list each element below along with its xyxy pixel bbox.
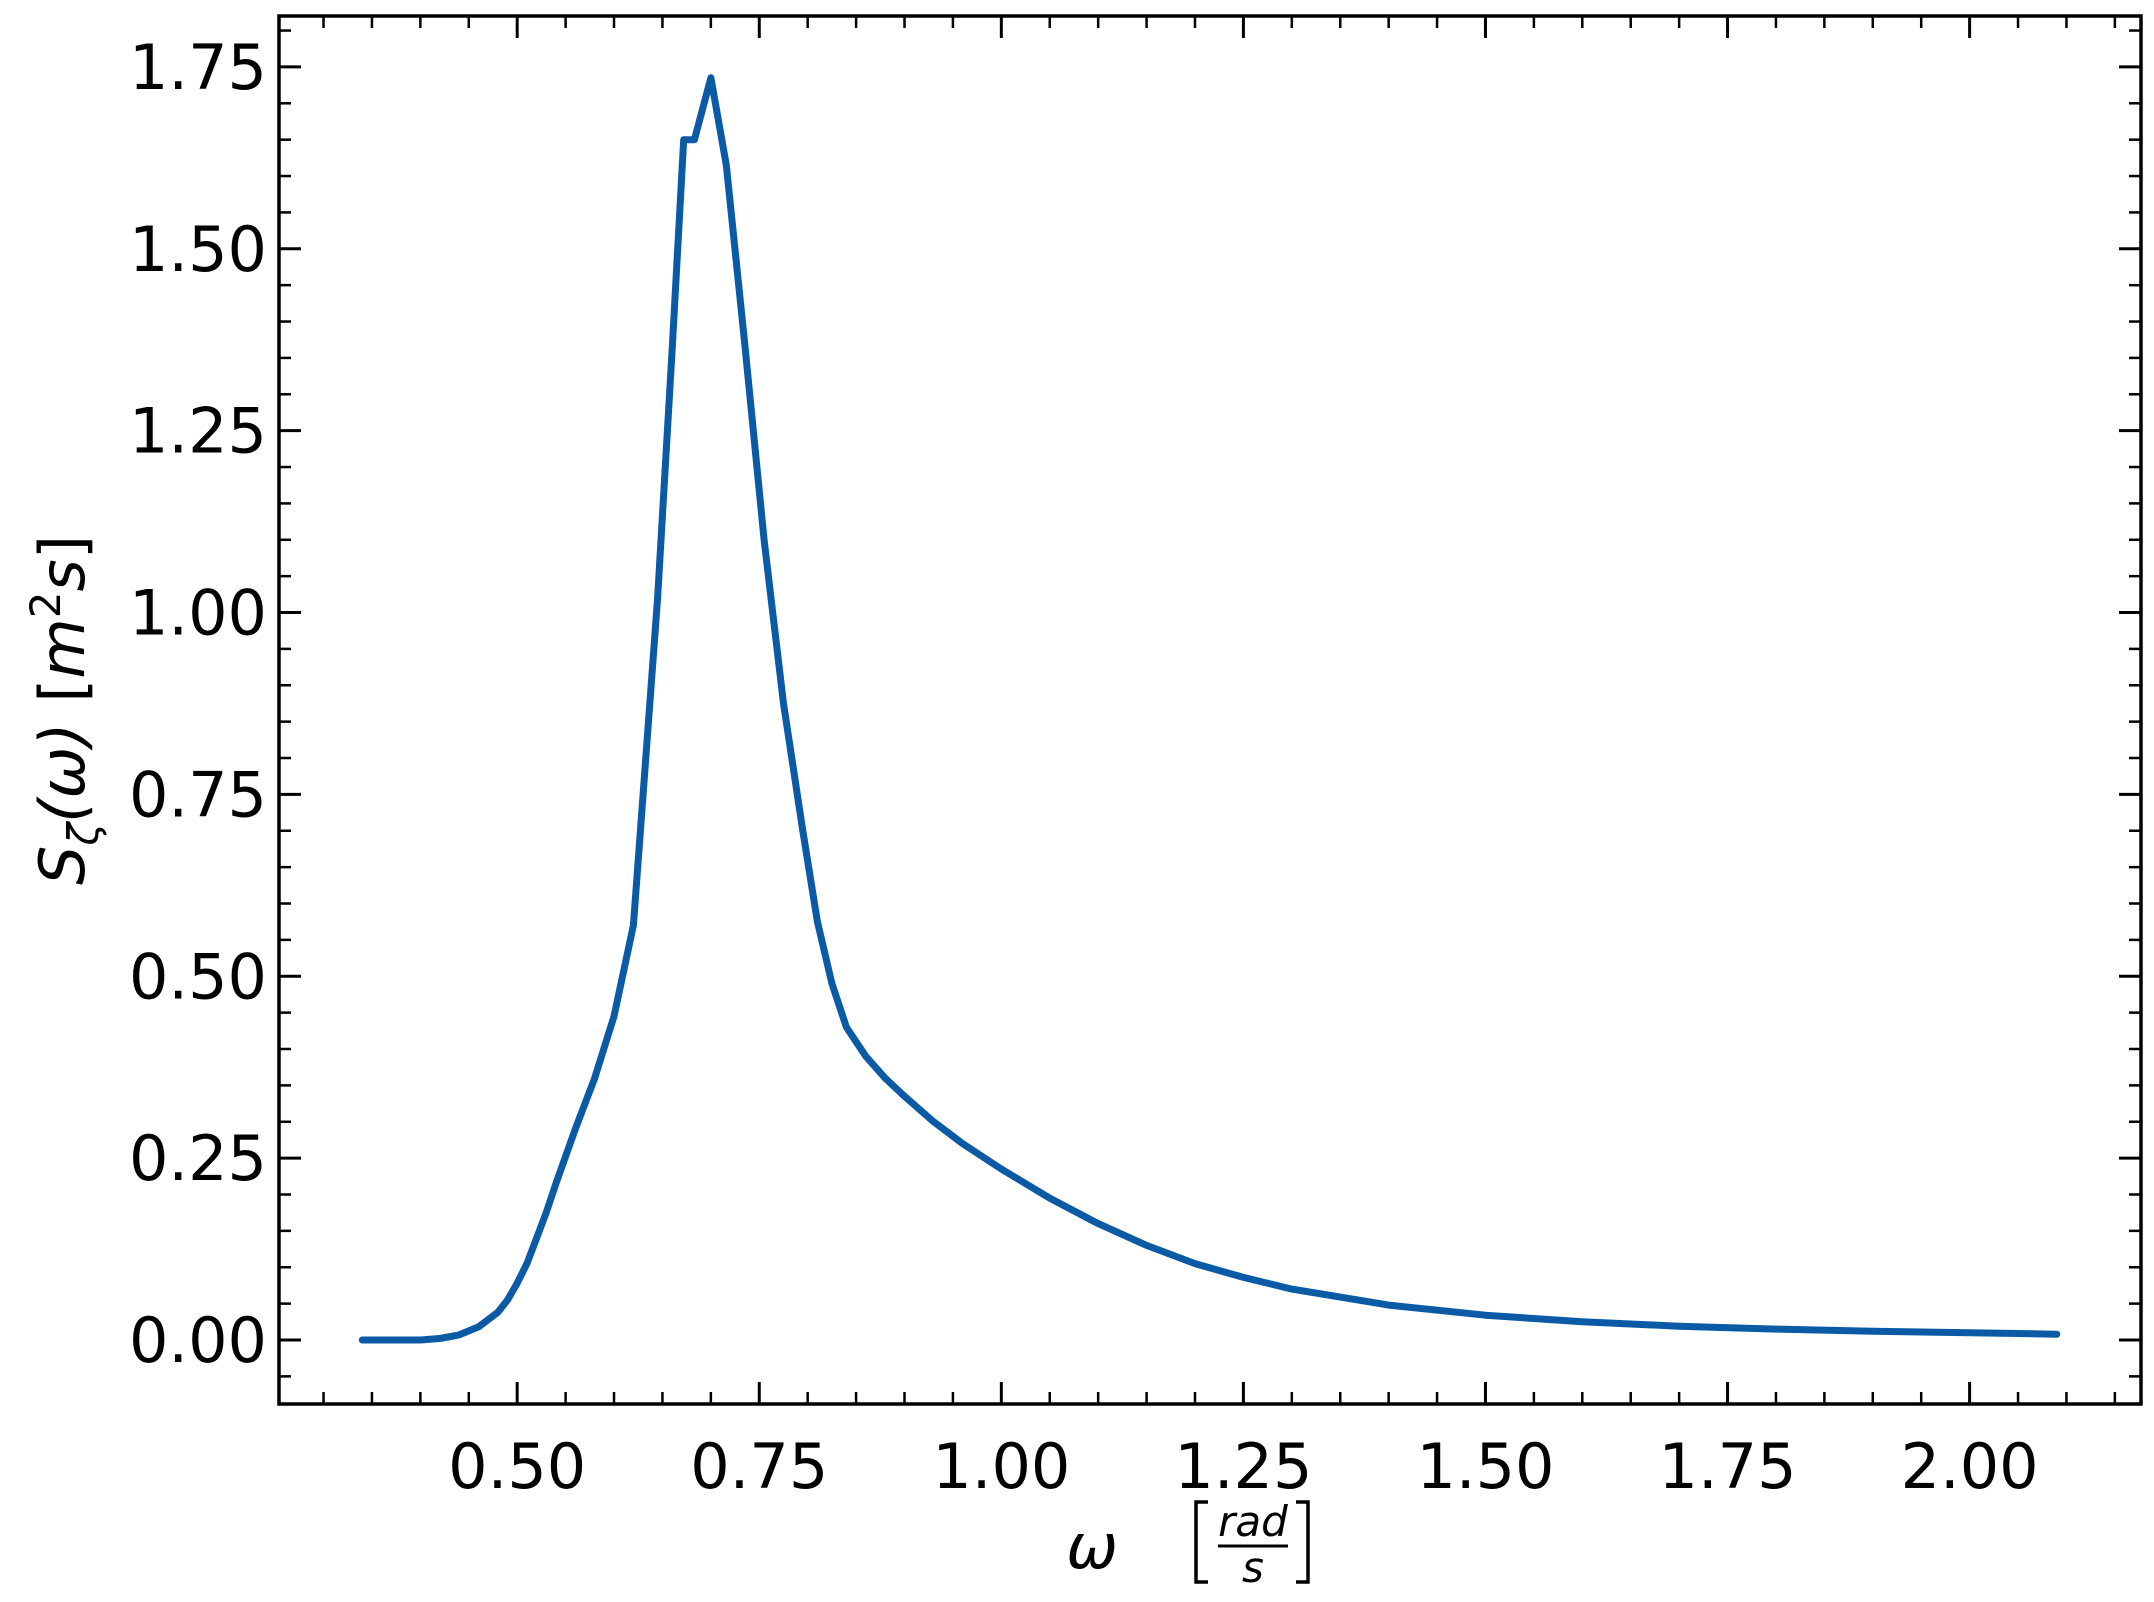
y-tick-label: 0.50 — [129, 940, 267, 1013]
y-tick-label: 1.25 — [129, 395, 267, 468]
y-axis-label: Sζ(ω) [m2s] — [21, 535, 108, 885]
y-axis-symbol: S — [26, 846, 99, 885]
y-tick-label: 1.00 — [129, 577, 267, 650]
x-axis-label: ω rad s — [1066, 1497, 1310, 1592]
y-tick-label: 0.00 — [129, 1304, 267, 1377]
x-axis-right-bracket — [1296, 1500, 1310, 1584]
minor-ticks — [279, 16, 2141, 1404]
x-axis-left-bracket — [1194, 1500, 1208, 1584]
y-tick-label: 1.50 — [129, 213, 267, 286]
spectrum-series-line — [358, 74, 2061, 1344]
x-tick-label: 1.75 — [1659, 1430, 1797, 1503]
x-tick-labels: 0.50 0.75 1.00 1.25 1.50 1.75 2.00 — [448, 1430, 2038, 1503]
y-tick-label: 1.75 — [129, 31, 267, 104]
y-axis-argument: (ω) — [26, 723, 99, 823]
x-tick-label: 1.50 — [1416, 1430, 1554, 1503]
y-axis-close-bracket: ] — [26, 535, 99, 559]
x-tick-label: 0.75 — [690, 1430, 828, 1503]
svg-text:Sζ(ω) [m2s]: Sζ(ω) [m2s] — [21, 535, 108, 885]
x-axis-symbol: ω — [1066, 1510, 1118, 1583]
y-axis-unit: m — [26, 618, 99, 678]
x-axis-unit-denominator: s — [1242, 1543, 1264, 1592]
x-tick-label: 0.50 — [448, 1430, 586, 1503]
y-tick-labels: 0.00 0.25 0.50 0.75 1.00 1.25 1.50 1.75 — [129, 31, 267, 1377]
y-tick-label: 0.75 — [129, 758, 267, 831]
x-axis-unit-numerator: rad — [1218, 1497, 1288, 1546]
y-axis-unit-suffix: s — [26, 559, 99, 591]
x-tick-label: 1.25 — [1174, 1430, 1312, 1503]
y-axis-open-bracket: [ — [26, 679, 99, 723]
x-tick-label: 1.00 — [932, 1430, 1070, 1503]
y-axis-unit-exponent: 2 — [21, 591, 70, 618]
y-axis-subscript: ζ — [59, 821, 108, 847]
x-tick-label: 2.00 — [1901, 1430, 2039, 1503]
major-ticks — [279, 16, 2141, 1404]
plot-frame — [277, 14, 2143, 1406]
y-tick-label: 0.25 — [129, 1122, 267, 1195]
